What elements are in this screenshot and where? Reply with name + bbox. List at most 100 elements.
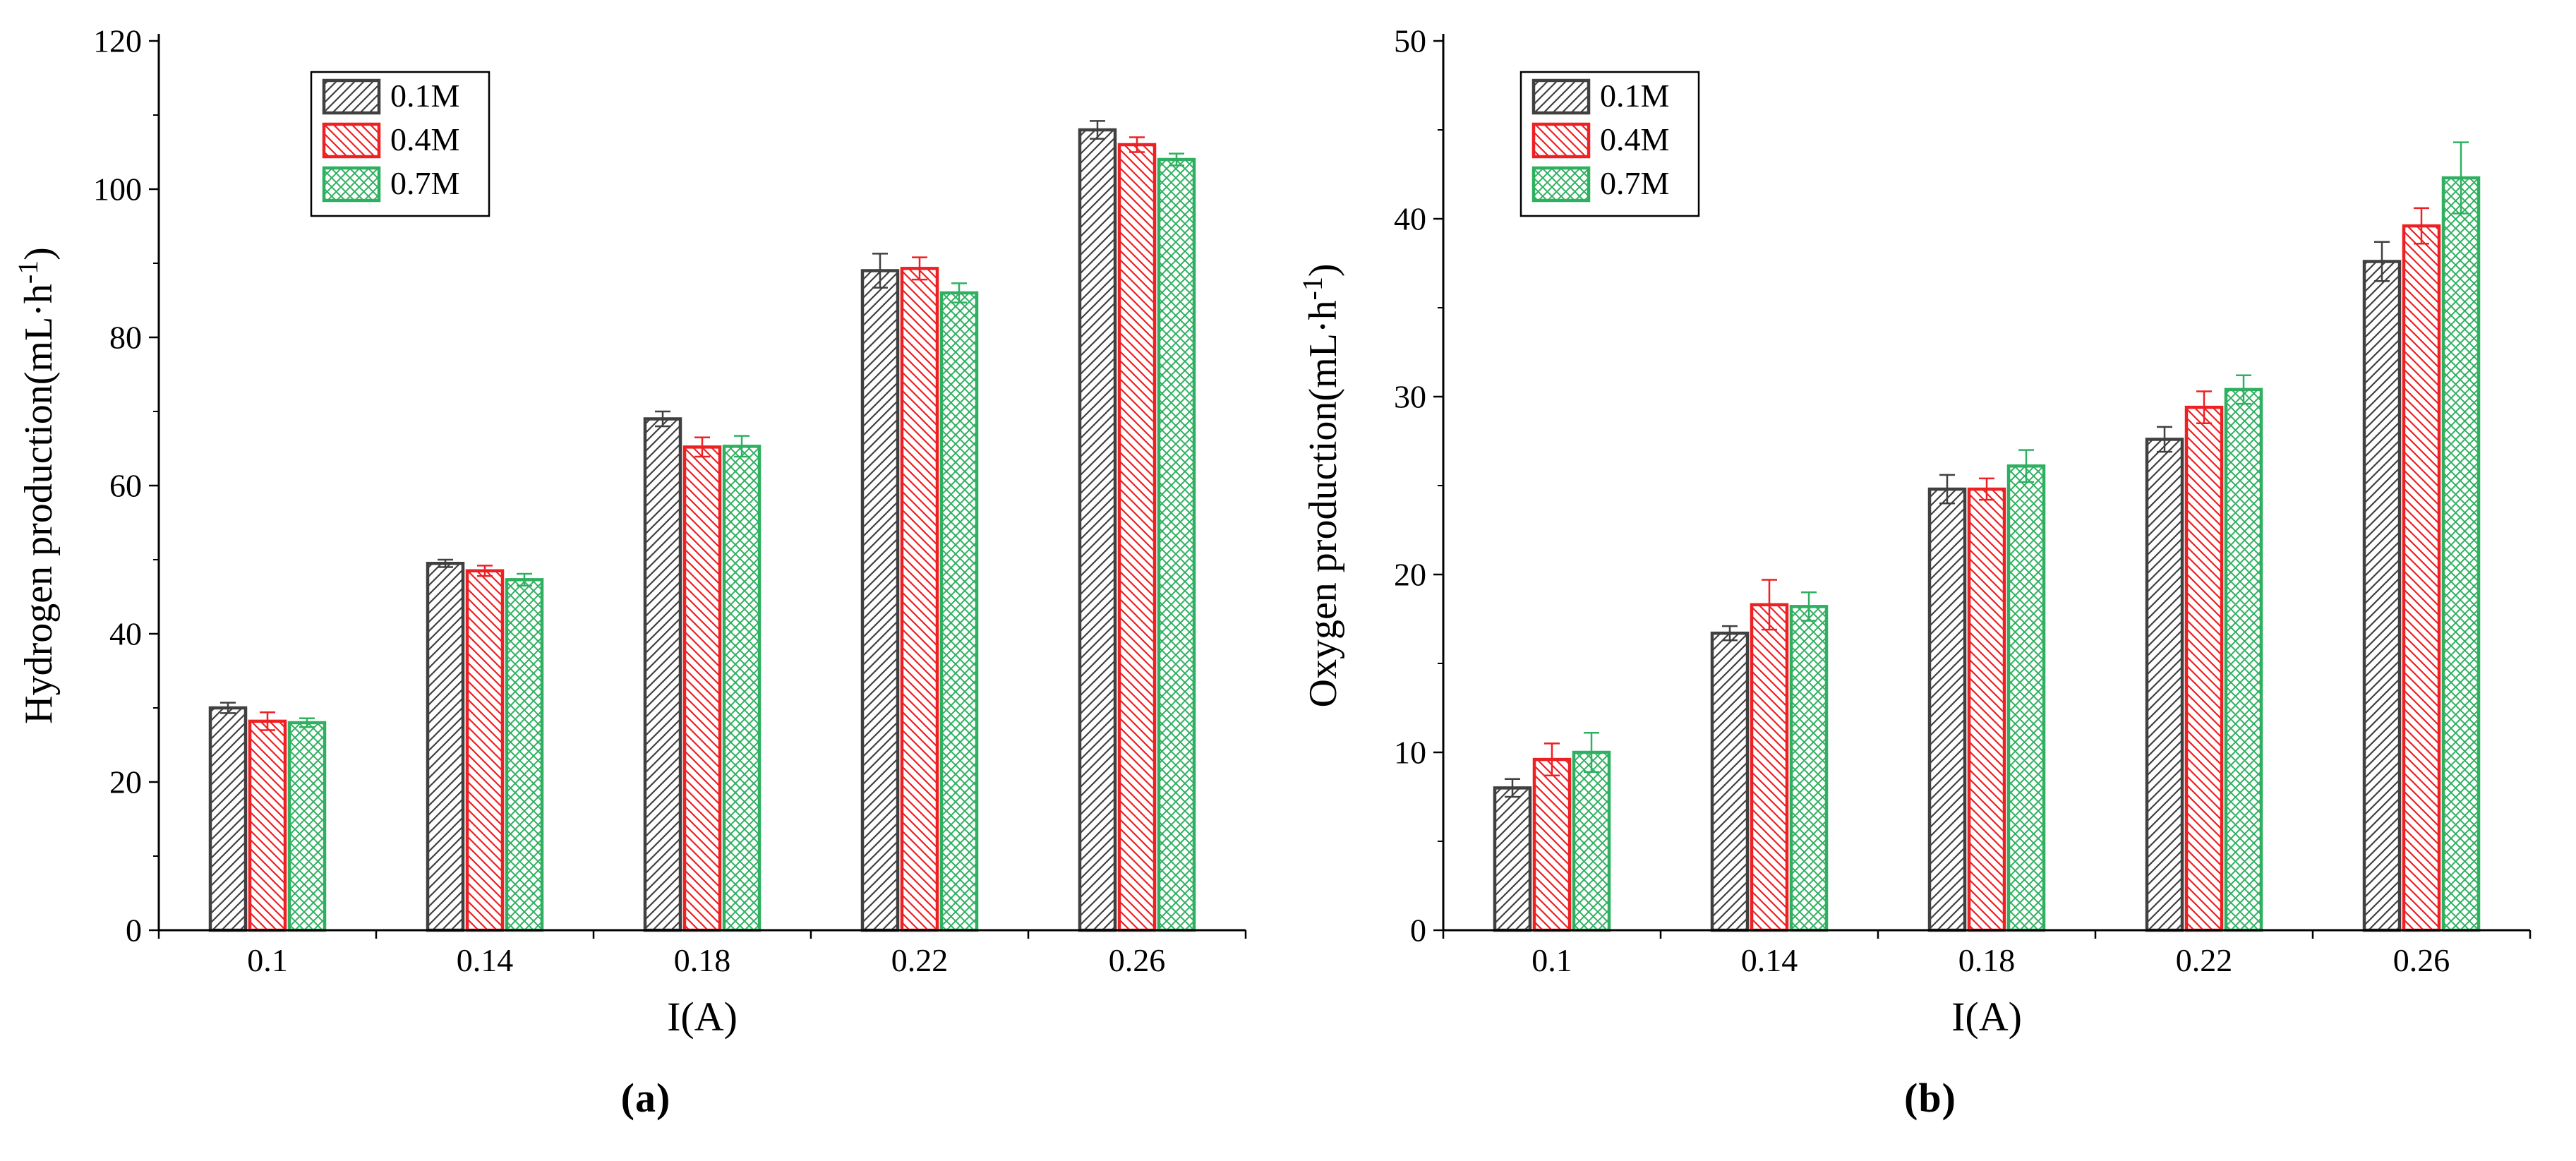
axes [157,34,1246,932]
error-bar [2453,141,2469,215]
bar-0.1M-0.1 [208,706,248,932]
x-tick-label: 0.26 [2393,942,2450,978]
bar-0.1M-0.22 [860,269,900,932]
bar-0.7M-0.14 [1789,605,1829,932]
legend-label-0.7M: 0.7M [1600,165,1669,201]
bar-0.1M-0.18 [1927,487,1967,932]
error-bar [1939,474,1955,505]
bars-group [208,120,1196,932]
x-axis-title: I(A) [667,994,738,1040]
error-bar [1722,625,1738,642]
bar-0.7M-0.18 [722,445,762,932]
y-axis-title: Hydrogen production(mL·h-1) [12,247,61,724]
y-tick-label: 10 [1394,735,1426,771]
bar-0.7M-0.1 [287,721,327,932]
bar-0.7M-0.26 [1157,157,1196,932]
y-tick-label: 60 [109,468,142,504]
error-bar [1169,152,1184,167]
legend: 0.1M 0.4M 0.7M [310,71,490,217]
bar-0.4M-0.14 [465,569,505,932]
legend-swatch-0.1M [1531,78,1591,115]
y-tick-label: 50 [1394,23,1426,59]
x-tick-label: 0.1 [247,942,288,978]
error-bar [477,565,493,577]
legend-swatch-0.1M [322,78,381,115]
error-bar [912,256,927,281]
bar-0.4M-0.26 [2402,224,2441,932]
legend-label-0.1M: 0.1M [1600,78,1669,114]
error-bar [1584,732,1599,773]
error-bar [694,436,710,458]
error-bar [1762,579,1777,631]
y-tick-label: 0 [126,913,142,949]
bar-0.7M-0.18 [2006,464,2046,932]
bar-0.4M-0.26 [1117,143,1157,932]
legend: 0.1M 0.4M 0.7M [1519,71,1700,217]
y-tick-label: 40 [1394,201,1426,237]
legend-swatch-0.4M [322,122,381,159]
error-bar [951,282,967,303]
oxygen-production-chart-svg: 0 10 20 30 40 50 0.1 0.14 0.18 0.22 0.26 I(A) Oxygen… [1296,23,2532,1040]
bar-0.4M-0.14 [1750,603,1789,932]
y-tick-label: 120 [93,23,142,59]
error-bar [2018,449,2034,483]
error-bar [1129,136,1145,153]
bar-0.4M-0.22 [2184,405,2224,932]
error-bar [2374,241,2390,282]
bar-0.7M-0.14 [505,578,544,932]
x-tick-label: 0.18 [674,942,731,978]
bar-0.7M-0.1 [1572,750,1611,932]
x-tick-label: 0.14 [457,942,514,978]
error-bar [1979,477,1994,501]
x-tick-label: 0.14 [1741,942,1798,978]
bar-0.1M-0.18 [643,417,682,932]
error-bar [2414,207,2429,245]
bar-0.4M-0.1 [248,719,287,932]
x-tick-label: 0.22 [891,942,949,978]
legend-swatch-0.4M [1531,122,1591,159]
error-bar [438,558,453,568]
y-tick-label: 100 [93,172,142,207]
caption-b: (b) [1904,1075,1956,1121]
error-bar [1505,778,1520,798]
legend-label-0.4M: 0.4M [1600,121,1669,157]
hydrogen-production-chart: 0 20 40 60 80 100 120 0.1 0.14 0.18 0.22 0.26 I(A) Hy… [11,13,1281,1071]
error-bar [2236,374,2251,405]
error-bar [1801,591,1817,622]
error-bar [299,717,315,728]
x-tick-label: 0.1 [1531,942,1572,978]
bar-0.1M-0.14 [426,562,465,932]
y-axis-title: Oxygen production(mL·h-1) [1296,264,1345,708]
bar-0.7M-0.22 [939,291,979,932]
y-tick-label: 30 [1394,379,1426,415]
y-tick-label: 40 [109,616,142,652]
x-tick-label: 0.26 [1109,942,1166,978]
axes [1442,34,2530,932]
bar-0.1M-0.1 [1493,786,1532,932]
panel-a: 0 20 40 60 80 100 120 0.1 0.14 0.18 0.22 0.26 I(A) Hy… [11,13,1281,1121]
error-bar [734,435,750,458]
bar-0.4M-0.22 [900,267,939,932]
y-tick-label: 0 [1410,913,1426,949]
y-tick-label: 80 [109,320,142,356]
y-tick-label: 20 [109,764,142,800]
y-tick-label: 20 [1394,557,1426,593]
bar-0.1M-0.22 [2145,438,2184,932]
error-bar [1544,742,1560,777]
legend-label-0.7M: 0.7M [390,165,459,201]
error-bar [872,253,888,289]
error-bar [517,572,532,586]
caption-a: (a) [620,1075,671,1121]
x-tick-label: 0.18 [1958,942,2016,978]
error-bar [220,702,236,714]
x-tick-label: 0.22 [2176,942,2233,978]
bar-0.4M-0.18 [1967,487,2006,932]
legend-label-0.1M: 0.1M [390,78,459,114]
error-bar [1090,120,1105,140]
error-bar [260,711,275,731]
legend-swatch-0.7M [322,166,381,203]
two-panel-figure: 0 20 40 60 80 100 120 0.1 0.14 0.18 0.22 0.26 I(A) Hy… [11,13,2532,1121]
legend-swatch-0.7M [1531,166,1591,203]
legend-label-0.4M: 0.4M [390,121,459,157]
x-axis-title: I(A) [1951,994,2022,1040]
